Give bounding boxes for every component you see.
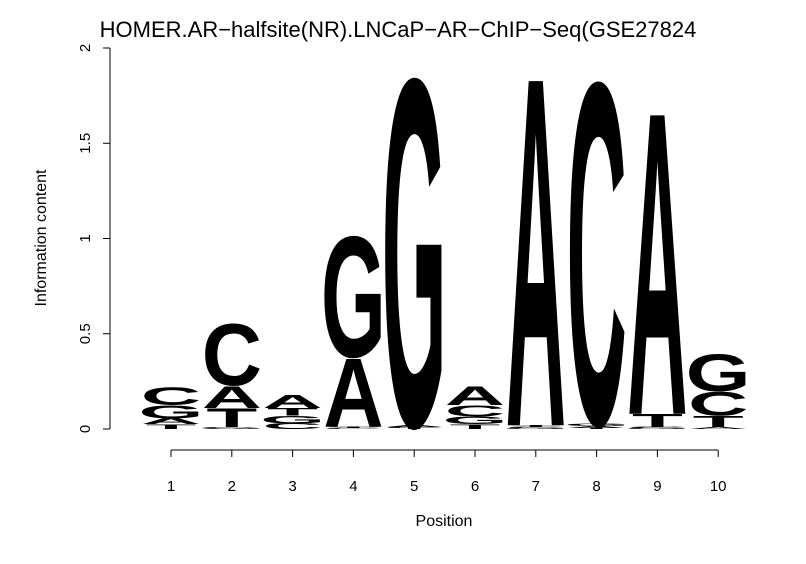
logo-letter-t: T [571,428,622,429]
logo-letter-c: C [323,428,383,429]
logo-letter-g: G [139,402,204,423]
logo-letter-c: C [627,427,687,428]
x-axis-label: Position [416,513,473,530]
logo-letter-t: T [693,413,744,431]
x-tick-label: 5 [410,478,418,495]
logo-letter-g: G [625,428,690,429]
x-tick-label: 10 [710,478,727,495]
x-axis-ticks: 1 2 3 4 5 6 7 8 9 10 [167,450,727,495]
y-tick-label: 1 [77,234,94,242]
logo-letter-t: T [146,423,197,431]
logo-letter-a: A [506,0,566,531]
logo-letter-t: T [206,403,257,433]
logo-letter-a: A [323,339,383,449]
logo-letter-g: G [564,423,629,427]
logo-letter-c: C [506,427,566,428]
logo-letter-a: A [141,417,201,426]
logo-letter-c: C [688,384,748,423]
logo-letter-c: C [263,422,323,431]
logo-letter-t: T [389,428,440,429]
logo-letter-a: A [263,391,323,412]
logo-letter-t: T [632,410,683,431]
logo-letter-t: T [450,423,501,431]
logo-letter-c: C [384,427,444,428]
logo-letter-a: A [688,427,748,430]
logo-letter-g: G [382,0,447,531]
y-tick-label: 2 [77,44,94,52]
logo-letter-t: T [328,427,379,428]
x-tick-label: 3 [288,478,296,495]
logo-letter-t: T [267,406,318,418]
logo-letter-c: C [445,402,505,420]
x-tick-label: 2 [228,478,236,495]
logo-letter-c: C [202,307,262,404]
logo-letter-g: G [686,343,751,402]
logo-letter-c: C [567,0,627,528]
logo-letter-g: G [260,414,325,426]
logo-letter-t: T [510,425,561,428]
logo-letter-g: G [503,428,568,429]
x-tick-label: 8 [592,478,600,495]
x-tick-label: 9 [653,478,661,495]
logo-letter-g: G [443,415,508,427]
x-tick-label: 6 [471,478,479,495]
y-tick-label: 0 [77,425,94,433]
y-tick-label: 0.5 [77,323,94,344]
logo-letter-a: A [627,22,687,507]
y-axis-label: Information content [33,169,50,307]
x-tick-label: 7 [532,478,540,495]
logo-letter-a: A [567,426,627,429]
logo-letter-a: A [202,380,262,415]
x-tick-label: 1 [167,478,175,495]
logo-letter-c: C [141,383,201,411]
logo-letter-g: G [321,200,386,394]
y-axis-ticks: 0 0.5 1 1.5 2 [77,44,110,433]
x-tick-label: 4 [349,478,357,495]
logo-letter-g: G [199,427,264,430]
y-tick-label: 1.5 [77,133,94,154]
logo-letter-a: A [384,425,444,428]
logo-letter-a: A [445,382,505,412]
chart-title: HOMER.AR−halfsite(NR).LNCaP−AR−ChIP−Seq(… [100,17,697,42]
